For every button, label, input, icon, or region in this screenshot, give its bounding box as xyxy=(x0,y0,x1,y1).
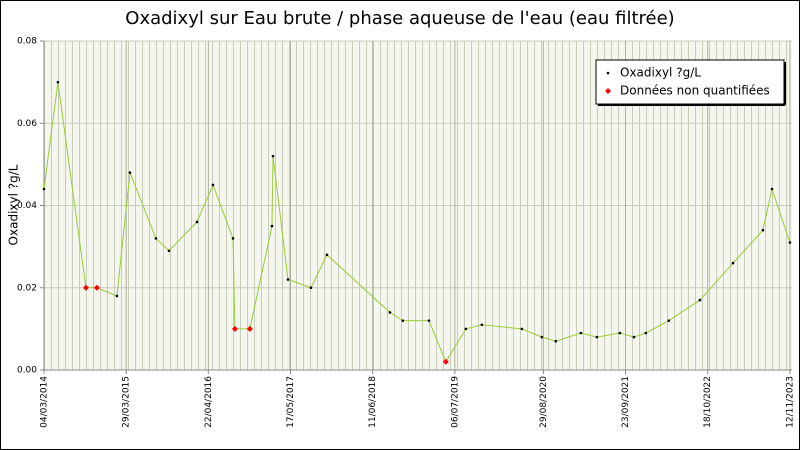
chart-title: Oxadixyl sur Eau brute / phase aqueuse d… xyxy=(125,8,674,29)
data-point xyxy=(325,253,329,257)
legend: Oxadixyl ?g/L Données non quantifiées xyxy=(595,59,786,106)
y-tick-label: 0.04 xyxy=(17,201,37,211)
unquantified-point xyxy=(442,358,449,365)
data-point xyxy=(595,335,599,339)
unquantified-point xyxy=(82,284,89,291)
data-point xyxy=(618,331,622,335)
y-tick-label: 0.00 xyxy=(17,366,37,376)
x-tick-label: 06/07/2019 xyxy=(450,376,460,428)
data-point xyxy=(644,331,648,335)
data-point xyxy=(211,183,215,187)
legend-label: Oxadixyl ?g/L xyxy=(620,66,701,80)
data-point xyxy=(309,286,313,290)
data-point xyxy=(731,261,735,265)
data-point xyxy=(115,294,119,298)
data-point xyxy=(770,187,774,191)
data-point xyxy=(464,327,468,331)
legend-marker xyxy=(605,88,611,94)
data-point xyxy=(667,319,671,322)
data-point xyxy=(388,311,392,314)
x-tick-label: 23/09/2021 xyxy=(621,376,631,428)
data-point xyxy=(167,249,171,253)
y-tick-label: 0.08 xyxy=(17,37,37,47)
data-point xyxy=(231,237,235,240)
data-point xyxy=(154,237,158,240)
y-axis-label: Oxadixyl ?g/L xyxy=(7,164,21,245)
data-point xyxy=(195,220,199,224)
x-tick-label: 17/05/2017 xyxy=(286,376,296,428)
data-point xyxy=(698,298,702,302)
data-point xyxy=(554,339,558,343)
unquantified-point xyxy=(231,325,238,332)
x-tick-label: 29/03/2015 xyxy=(122,376,132,428)
data-point xyxy=(788,241,792,244)
y-tick-label: 0.06 xyxy=(17,119,37,129)
legend-label: Données non quantifiées xyxy=(620,84,770,98)
x-tick-label: 11/06/2018 xyxy=(368,376,378,428)
data-point xyxy=(42,187,46,191)
data-point xyxy=(270,224,274,228)
data-point xyxy=(128,171,132,174)
x-tick-label: 18/10/2022 xyxy=(703,376,713,428)
x-tick-label: 12/11/2023 xyxy=(785,376,795,428)
data-point xyxy=(401,319,405,322)
data-point xyxy=(761,228,765,232)
data-point xyxy=(520,327,524,331)
unquantified-point xyxy=(93,284,100,291)
x-tick-label: 22/04/2016 xyxy=(204,376,214,428)
unquantified-point xyxy=(246,325,253,332)
data-point xyxy=(427,319,431,322)
data-point xyxy=(540,335,544,339)
x-tick-label: 04/03/2014 xyxy=(40,376,50,428)
data-point xyxy=(632,335,636,339)
data-point xyxy=(579,331,583,335)
x-tick-label: 29/08/2020 xyxy=(539,376,549,428)
legend-box xyxy=(595,59,785,105)
legend-marker xyxy=(606,71,610,75)
data-line xyxy=(43,82,791,363)
y-tick-label: 0.02 xyxy=(17,283,37,293)
data-point xyxy=(56,80,60,84)
data-point xyxy=(480,323,484,327)
data-point xyxy=(286,278,290,281)
data-point xyxy=(271,154,275,158)
